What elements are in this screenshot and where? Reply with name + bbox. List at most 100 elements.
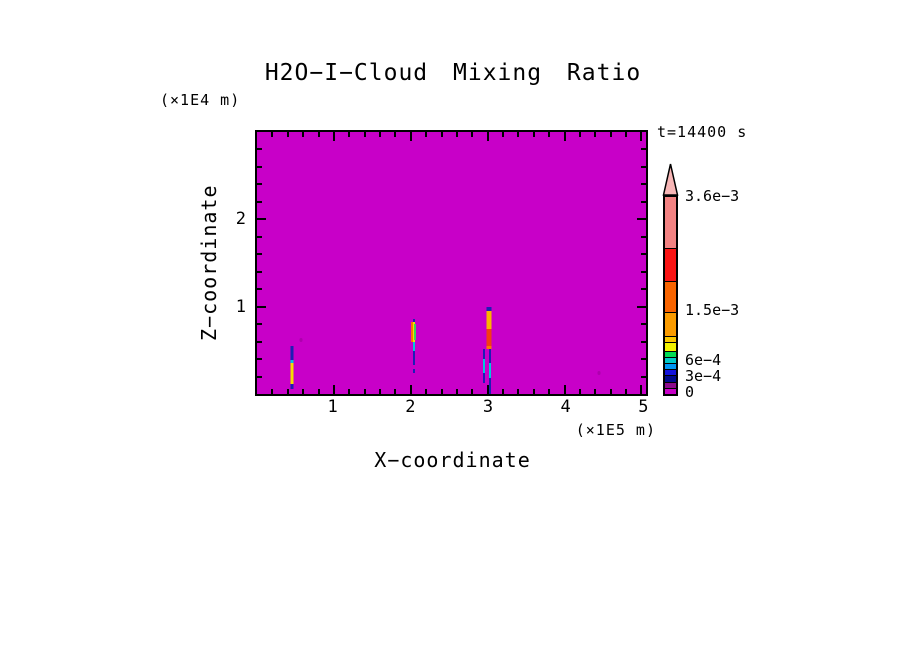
- x-axis-tick: [486, 132, 489, 141]
- x-axis-tick: [286, 389, 289, 394]
- colorbar-tick-label: 6e−4: [685, 351, 722, 369]
- colorbar-segment: [665, 363, 676, 369]
- z-axis-tick: [257, 358, 262, 361]
- x-axis-tick: [517, 132, 520, 137]
- x-axis-tick: [363, 132, 366, 137]
- x-axis-tick: [409, 132, 412, 141]
- cloud-streak-1: [290, 345, 294, 360]
- cloud-streak-1: [290, 363, 294, 385]
- colorbar-segment: [665, 351, 676, 357]
- chart-title: H2O−I−Cloud Mixing Ratio: [264, 60, 642, 86]
- x-axis-tick: [440, 389, 443, 394]
- z-axis-unit-label: (×1E4 m): [160, 91, 241, 109]
- z-axis-tick: [641, 148, 646, 151]
- x-axis-tick: [563, 385, 566, 394]
- colorbar-arrow-icon: [662, 163, 679, 196]
- x-axis-tick: [317, 132, 320, 137]
- x-axis-tick: [409, 385, 412, 394]
- cloud-streak-3: [486, 311, 492, 329]
- colorbar-segment: [665, 280, 676, 313]
- colorbar-tick-label: 3e−4: [685, 367, 722, 385]
- z-axis-tick: [637, 218, 646, 221]
- cloud-streak-3: [486, 329, 492, 346]
- x-tick-label: 5: [638, 397, 649, 417]
- x-axis-tick: [502, 132, 504, 137]
- z-axis-tick: [257, 183, 262, 186]
- x-tick-label: 3: [482, 397, 494, 417]
- cloud-streak-3: [483, 348, 486, 359]
- colorbar-segment: [665, 375, 676, 382]
- z-axis-tick: [257, 218, 266, 221]
- colorbar-segment: [665, 341, 676, 352]
- z-axis-tick: [641, 340, 646, 343]
- cloud-streak-3: [486, 345, 492, 349]
- x-axis-tick: [379, 389, 381, 394]
- z-axis-tick: [637, 305, 646, 308]
- x-axis-tick: [548, 132, 551, 137]
- x-axis-tick: [578, 389, 581, 394]
- z-axis-tick: [257, 270, 262, 273]
- colorbar-tick-label: 1.5e−3: [685, 301, 740, 319]
- cloud-streak-2: [412, 319, 415, 323]
- x-axis-tick: [517, 389, 520, 394]
- x-axis-tick: [302, 132, 305, 137]
- colorbar-tick-label: 3.6e−3: [685, 187, 740, 205]
- z-axis-tick: [257, 340, 262, 343]
- x-axis-tick: [532, 389, 535, 394]
- z-axis-tick: [641, 375, 646, 378]
- x-axis-tick: [302, 389, 305, 394]
- cloud-streak-2: [412, 369, 415, 374]
- z-axis-tick: [257, 288, 262, 291]
- cloud-streak-3: [483, 358, 486, 374]
- cloud-streak-3: [489, 348, 492, 364]
- z-axis-tick: [257, 200, 262, 203]
- x-axis-tick: [425, 389, 428, 394]
- z-axis-tick: [257, 323, 262, 326]
- x-axis-tick: [502, 389, 504, 394]
- x-axis-label: X−coordinate: [374, 448, 531, 472]
- x-axis-tick: [332, 132, 335, 141]
- colorbar-segment: [665, 312, 676, 337]
- x-axis-tick: [271, 132, 274, 137]
- colorbar-segment: [665, 247, 676, 281]
- x-axis-tick: [625, 132, 627, 137]
- z-axis-tick: [641, 165, 646, 168]
- x-axis-tick: [363, 389, 366, 394]
- x-axis-tick: [471, 132, 474, 137]
- x-axis-tick: [640, 385, 643, 394]
- cloud-streak-1: [290, 359, 294, 364]
- x-axis-tick: [455, 389, 458, 394]
- x-axis-tick: [532, 132, 535, 137]
- z-axis-tick: [257, 253, 262, 256]
- cloud-streak-3: [483, 373, 486, 384]
- z-tick-label: 2: [235, 208, 246, 229]
- x-axis-tick: [640, 132, 643, 141]
- time-label: t=14400 s: [657, 123, 748, 141]
- z-axis-tick: [641, 235, 646, 238]
- z-axis-tick: [641, 323, 646, 326]
- cloud-streak-2: [412, 350, 415, 366]
- cloud-streak-1: [290, 384, 294, 390]
- z-axis-tick: [257, 148, 262, 151]
- x-axis-tick: [286, 132, 289, 137]
- z-tick-label: 1: [235, 297, 246, 318]
- x-tick-label: 4: [560, 397, 571, 417]
- z-axis-label: Z−coordinate: [197, 184, 221, 342]
- x-axis-tick: [394, 389, 397, 394]
- colorbar-segment: [665, 368, 676, 376]
- x-axis-tick: [394, 132, 397, 137]
- colorbar-segment: [665, 388, 676, 395]
- z-axis-tick: [641, 288, 646, 291]
- cloud-streak-2: [412, 341, 415, 351]
- x-axis-tick: [594, 389, 597, 394]
- colorbar-tick-label: 0: [685, 383, 695, 401]
- z-axis-tick: [257, 375, 262, 378]
- x-axis-tick: [348, 389, 351, 394]
- cloud-streak-2: [412, 322, 415, 342]
- x-tick-label: 2: [405, 397, 416, 417]
- cloud-streak-2: [414, 324, 417, 340]
- z-axis-tick: [641, 183, 646, 186]
- colorbar: [663, 195, 678, 396]
- x-axis-tick: [594, 132, 597, 137]
- x-axis-tick: [609, 389, 612, 394]
